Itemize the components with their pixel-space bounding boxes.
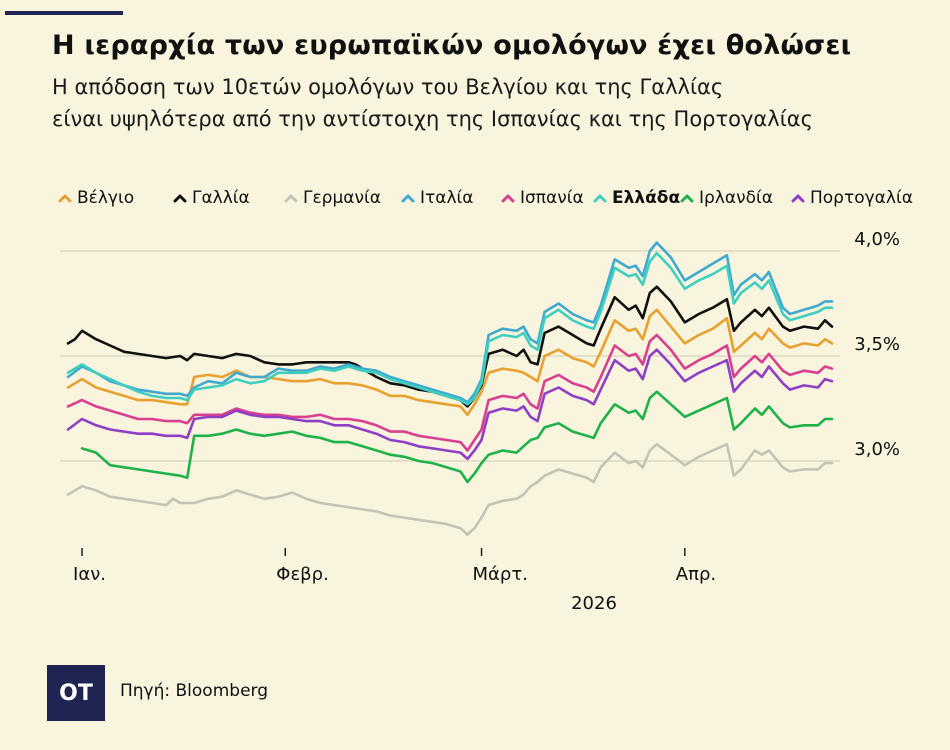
legend-marker-icon bbox=[501, 194, 515, 203]
legend-marker-icon bbox=[284, 194, 298, 203]
chart-subtitle: Η απόδοση των 10ετών ομολόγων του Βελγίο… bbox=[52, 71, 942, 135]
subtitle-line-1: Η απόδοση των 10ετών ομολόγων του Βελγίο… bbox=[52, 75, 724, 99]
x-tick-label: Μάρτ. bbox=[473, 564, 528, 585]
x-tick-label: Ιαν. bbox=[73, 564, 106, 585]
top-accent-bar bbox=[5, 11, 123, 15]
legend-item-3: Γερμανία bbox=[284, 186, 381, 210]
legend-item-7: Ιρλανδία bbox=[680, 186, 773, 210]
legend-marker-icon bbox=[593, 194, 607, 203]
x-axis-year-label: 2026 bbox=[571, 593, 617, 614]
series-line-3 bbox=[66, 442, 834, 536]
legend-label: Πορτογαλία bbox=[810, 188, 913, 208]
source-note: Πηγή: Bloomberg bbox=[120, 681, 269, 701]
legend-marker-icon bbox=[58, 194, 72, 203]
y-tick-label: 4,0% bbox=[854, 229, 900, 250]
legend-label: Ισπανία bbox=[520, 188, 584, 208]
legend-item-2: Γαλλία bbox=[173, 186, 250, 210]
legend-marker-icon bbox=[680, 194, 694, 203]
legend-label: Γαλλία bbox=[192, 188, 250, 208]
x-tick-label: Απρ. bbox=[676, 564, 716, 585]
legend-label: Ιταλία bbox=[420, 188, 474, 208]
y-tick-label: 3,0% bbox=[854, 439, 900, 460]
legend-label: Ελλάδα bbox=[612, 188, 681, 208]
legend-item-5: Ισπανία bbox=[501, 186, 584, 210]
legend-marker-icon bbox=[791, 194, 805, 203]
legend-item-6: Ελλάδα bbox=[593, 186, 680, 210]
legend-marker-icon bbox=[401, 194, 415, 203]
series-line-4 bbox=[66, 241, 834, 404]
legend-label: Ιρλανδία bbox=[699, 188, 773, 208]
series-line-5 bbox=[66, 333, 834, 452]
x-tick-label: Φεβρ. bbox=[276, 564, 329, 585]
series-line-6 bbox=[66, 251, 834, 406]
chart-legend: Βέλγιο Γαλλία Γερμανία Ιταλία Ισπανία Ελλάδα Ι… bbox=[58, 186, 938, 210]
chart-title: Η ιεραρχία των ευρωπαϊκών ομολόγων έχει … bbox=[52, 30, 852, 61]
series-line-2 bbox=[66, 285, 834, 408]
legend-item-1: Βέλγιο bbox=[58, 186, 134, 210]
legend-item-8: Πορτογαλία bbox=[791, 186, 913, 210]
ot-logo: OT bbox=[47, 665, 105, 721]
legend-marker-icon bbox=[173, 194, 187, 203]
series-line-1 bbox=[66, 308, 834, 417]
legend-label: Γερμανία bbox=[303, 188, 381, 208]
series-line-8 bbox=[66, 348, 834, 461]
legend-label: Βέλγιο bbox=[77, 188, 135, 208]
legend-item-4: Ιταλία bbox=[401, 186, 473, 210]
series-line-7 bbox=[80, 390, 834, 484]
subtitle-line-2: είναι υψηλότερα από την αντίστοιχη της Ι… bbox=[52, 107, 813, 131]
y-tick-label: 3,5% bbox=[854, 334, 900, 355]
